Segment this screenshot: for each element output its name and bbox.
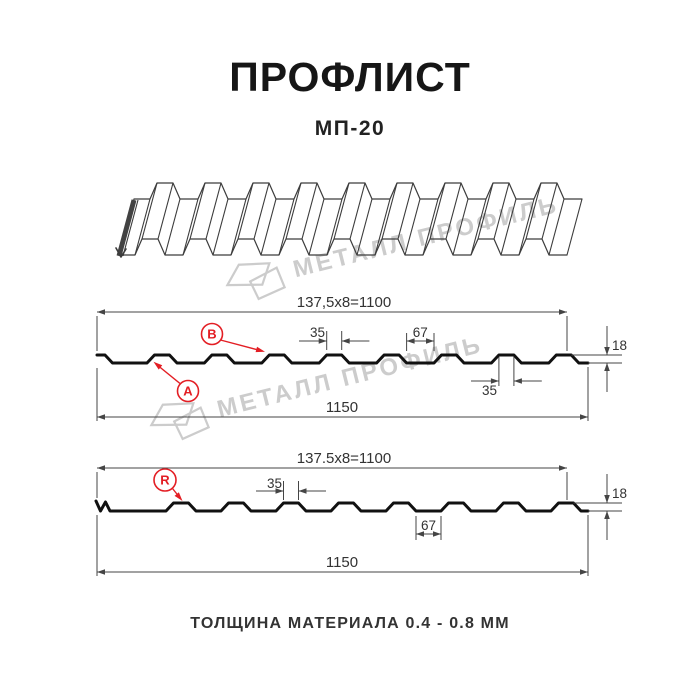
- dim-valley-bottom: 67: [421, 518, 436, 533]
- dim-crest-bottomsec: 35: [267, 476, 282, 491]
- side-label-a: A: [183, 384, 193, 399]
- profile-section-bottom: 137.5x8=1100 1150 35 67 18 R: [94, 450, 627, 576]
- side-label-b-circle: [200, 322, 224, 346]
- side-label-b: B: [207, 327, 216, 342]
- watermark: МЕТАЛЛ ПРОФИЛЬ: [218, 179, 565, 313]
- side-labels-bottom: R: [153, 468, 183, 501]
- page-title: ПРОФЛИСТ: [229, 54, 471, 100]
- metall-profil-logo-icon: [225, 262, 287, 301]
- dim-total-bottom: 1150: [326, 554, 358, 571]
- dim-crest-bottom-top: 35: [482, 383, 497, 398]
- dim-module-top: 137,5x8=1100: [297, 294, 391, 311]
- dim-total-top: 1150: [326, 399, 358, 416]
- metall-profil-logo-icon: [149, 402, 211, 441]
- profile-3d-view: [115, 182, 583, 258]
- dim-height-top: 18: [612, 338, 627, 353]
- dim-valley-top: 67: [413, 325, 428, 340]
- thickness-note: ТОЛЩИНА МАТЕРИАЛА 0.4 - 0.8 ММ: [190, 615, 510, 632]
- side-label-r-circle: [153, 468, 177, 492]
- watermark: МЕТАЛЛ ПРОФИЛЬ: [142, 319, 489, 453]
- dim-height-bottom: 18: [612, 486, 627, 501]
- side-label-r: R: [160, 473, 170, 488]
- dim-module-bottom: 137.5x8=1100: [297, 450, 391, 467]
- dim-crest-top: 35: [310, 325, 325, 340]
- side-labels-top: BA: [153, 322, 265, 403]
- page-subtitle: МП-20: [314, 117, 386, 140]
- side-label-a-circle: [176, 379, 200, 403]
